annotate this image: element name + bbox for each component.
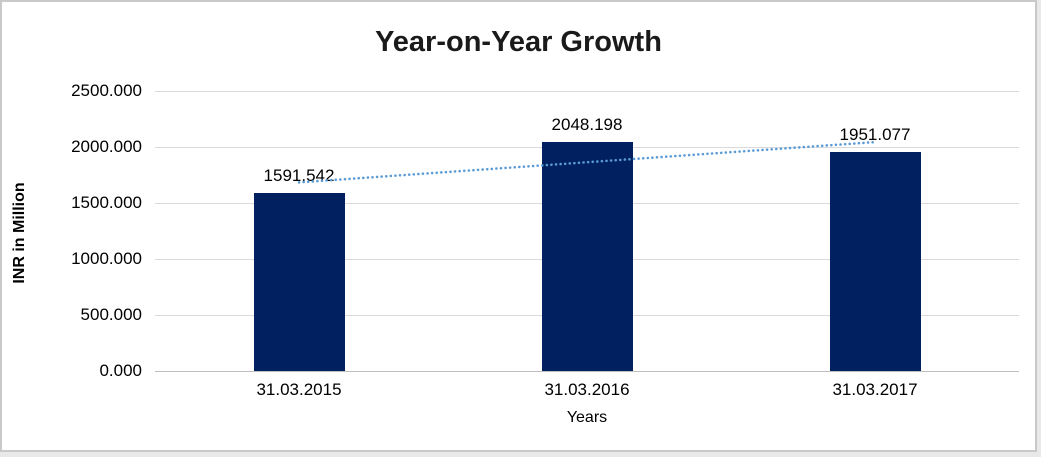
y-tick-label: 500.000 [80,305,142,324]
bar [541,141,633,371]
chart-title: Year-on-Year Growth [375,26,662,58]
y-axis-title: INR in Million [11,182,28,284]
x-tick-label: 31.03.2017 [832,380,918,399]
bar [829,152,921,371]
gridline [155,91,1019,92]
bar-value-label: 1951.077 [839,125,911,145]
x-axis-line [155,371,1019,372]
y-tick-label: 1500.000 [71,193,142,212]
bar [253,192,345,371]
bar-value-label: 2048.198 [551,114,623,134]
y-tick-label: 1000.000 [71,249,142,268]
x-axis-title: Years [566,409,608,426]
x-tick-label: 31.03.2015 [256,380,342,399]
y-tick-label: 0.000 [99,361,142,380]
x-tick-label: 31.03.2016 [544,380,630,399]
y-tick-label: 2000.000 [71,137,142,156]
bar-value-label: 1591.542 [263,165,335,185]
y-tick-label: 2500.000 [71,81,142,100]
